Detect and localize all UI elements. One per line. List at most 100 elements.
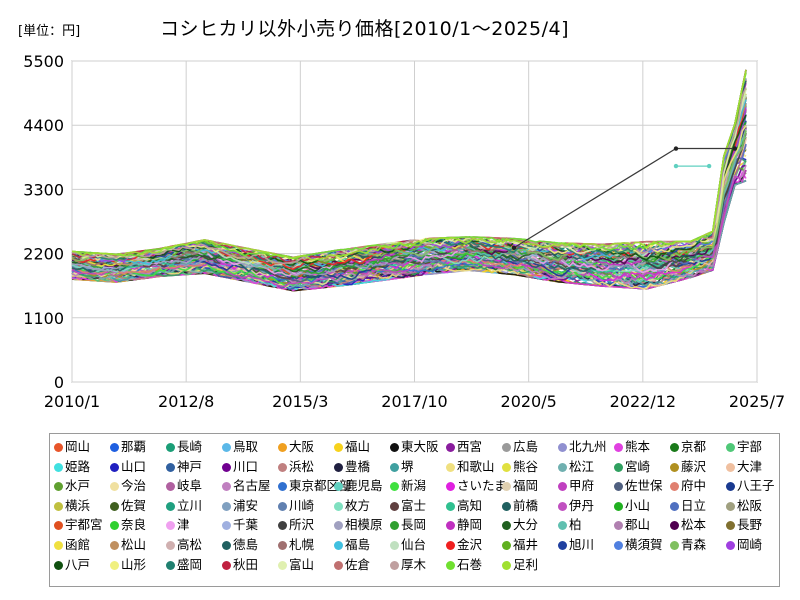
legend-item: 鹿児島 [334,478,383,494]
legend-marker [222,560,231,570]
legend-label: 仙台 [401,537,427,552]
annotated-point [673,163,679,169]
legend-label: 八戸 [65,556,91,572]
legend-marker [166,521,175,531]
legend-label: 宇都宮 [65,517,103,533]
line-chart: 0 1100 2200 3300 4400 5500 2010/1 2012/8 2015/3 2… [23,52,785,411]
legend-label: 川崎 [289,497,315,513]
legend-label: 宮崎 [625,458,651,474]
series-lines [71,69,747,292]
legend-item: 松江 [558,459,594,475]
legend-marker [334,501,343,511]
legend-item: 福島 [334,537,370,553]
legend-item: 大分 [502,517,538,533]
legend-label: 浜松 [289,458,315,474]
y-tick-label: 1100 [23,309,64,328]
legend-label: 津 [177,517,190,533]
legend-label: 名古屋 [233,478,271,494]
legend-item: 川崎 [278,498,314,514]
legend-item: 福井 [502,537,538,553]
legend-label: 相模原 [345,517,383,533]
legend-marker [614,521,623,531]
legend-marker [110,560,119,570]
legend-marker [278,482,287,492]
legend-item: 相模原 [334,517,383,533]
annotated-point [732,146,738,151]
legend-label: 富山 [289,556,315,572]
legend-label: 岡崎 [737,537,763,552]
legend-item: 宮崎 [614,459,650,475]
legend-label: 大津 [737,458,763,474]
legend-marker [614,541,623,550]
legend-marker [726,482,735,492]
legend-marker [334,443,343,452]
legend-label: 旭川 [569,537,595,552]
legend-marker [390,560,399,570]
legend-label: 徳島 [233,537,259,552]
legend-marker [110,521,119,531]
legend-marker [166,462,175,472]
legend-label: 那覇 [121,439,147,454]
legend-item: 岡崎 [726,537,762,553]
legend-marker [278,541,287,550]
legend-label: 今治 [121,478,147,494]
legend-marker [726,521,735,531]
x-tick-label: 2015/3 [272,392,328,411]
legend-item: 前橋 [502,498,538,514]
legend-item: 静岡 [446,517,482,533]
legend-item: 今治 [110,478,146,494]
legend-label: 松江 [569,458,595,474]
legend-item: 新潟 [390,478,426,494]
legend-item: 富山 [278,557,314,573]
legend-label: 福井 [513,537,539,552]
legend-item: 佐倉 [334,557,370,573]
legend-label: 金沢 [457,537,483,552]
legend-item: 山口 [110,459,146,475]
legend-item: 所沢 [278,517,314,533]
legend-item: 伊丹 [558,498,594,514]
legend-label: 千葉 [233,517,259,533]
legend-marker [558,462,567,472]
legend-item: 甲府 [558,478,594,494]
legend-marker [278,501,287,511]
legend-item: 石巻 [446,557,482,573]
legend-marker [502,482,511,492]
legend-item: 仙台 [390,537,426,553]
legend-label: 秋田 [233,556,259,572]
legend-marker [166,443,175,452]
x-tick-label: 2022/12 [610,392,676,411]
legend-label: 大阪 [289,439,315,454]
legend-item: 姫路 [54,459,90,475]
legend-marker [502,560,511,570]
legend-item: 八王子 [726,478,775,494]
legend-label: 西宮 [457,439,483,454]
legend-marker [222,501,231,511]
legend-item: 浦安 [222,498,258,514]
x-tick-label: 2020/5 [501,392,557,411]
legend-item: 長崎 [166,439,202,455]
legend-label: 岐阜 [177,478,203,494]
legend-label: さいたま [457,478,507,494]
legend-marker [54,482,63,492]
legend-item: 徳島 [222,537,258,553]
legend-marker [110,443,119,452]
legend-item: 水戸 [54,478,90,494]
legend-label: 高知 [457,497,483,513]
legend-label: 横浜 [65,497,91,513]
legend-item: 川口 [222,459,258,475]
legend-item: 札幌 [278,537,314,553]
legend-marker [390,443,399,452]
legend-item: 横須賀 [614,537,663,553]
legend-item: 厚木 [390,557,426,573]
legend-label: 熊谷 [513,458,539,474]
legend-marker [446,462,455,472]
legend-marker [166,501,175,511]
legend-marker [726,462,735,472]
legend-label: 日立 [681,497,707,513]
legend-marker [446,443,455,452]
legend-item: 横浜 [54,498,90,514]
legend-label: 新潟 [401,478,427,494]
legend-item: 柏 [558,517,582,533]
legend-marker [278,560,287,570]
legend-item: 東大阪 [390,439,439,455]
